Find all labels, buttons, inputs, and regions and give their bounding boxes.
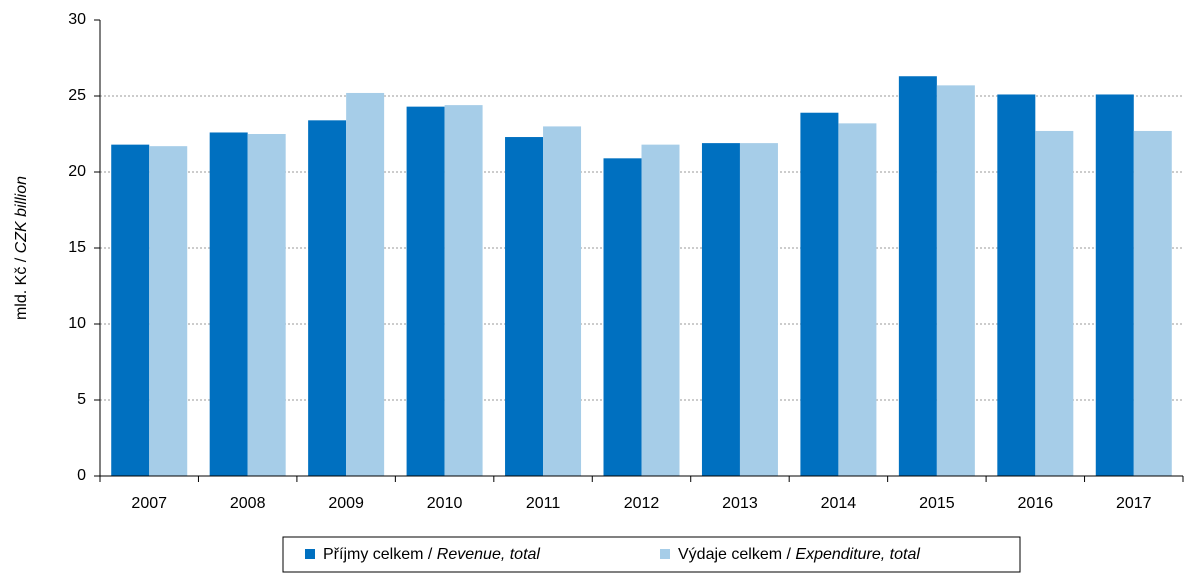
y-tick-label: 0 xyxy=(77,467,86,484)
bar xyxy=(247,134,286,476)
x-tick-label: 2012 xyxy=(624,495,660,512)
bar xyxy=(936,85,975,477)
bar xyxy=(898,76,937,477)
x-tick-label: 2009 xyxy=(328,495,364,512)
bar xyxy=(800,112,839,476)
y-tick-label: 20 xyxy=(68,163,86,180)
y-tick-label: 25 xyxy=(68,87,86,104)
bar xyxy=(346,92,385,477)
bar xyxy=(701,143,740,476)
bar xyxy=(1133,130,1172,476)
bar xyxy=(739,143,778,476)
x-tick-label: 2011 xyxy=(526,495,561,512)
legend-label: Příjmy celkem / Revenue, total xyxy=(323,546,540,563)
y-tick-label: 15 xyxy=(68,239,86,256)
bar xyxy=(997,94,1036,476)
y-tick-label: 5 xyxy=(77,391,86,408)
bar xyxy=(641,144,680,476)
x-tick-label: 2010 xyxy=(427,495,463,512)
legend: Příjmy celkem / Revenue, total Výdaje cel… xyxy=(282,536,1021,573)
x-tick-label: 2008 xyxy=(230,495,266,512)
x-tick-label: 2013 xyxy=(722,495,758,512)
bar xyxy=(838,123,877,477)
bar xyxy=(543,126,582,477)
bar xyxy=(444,105,483,477)
legend-box xyxy=(282,536,1021,573)
bar xyxy=(1035,130,1074,476)
bar xyxy=(149,146,188,476)
bar xyxy=(505,137,544,477)
bar xyxy=(308,120,347,476)
x-tick-label: 2017 xyxy=(1116,495,1152,512)
y-axis-label: mld. Kč / CZK billion xyxy=(13,176,30,320)
x-tick-label: 2015 xyxy=(919,495,955,512)
x-tick-label: 2016 xyxy=(1018,495,1054,512)
bar xyxy=(1095,94,1134,476)
bar xyxy=(603,158,642,476)
legend-swatch xyxy=(305,549,315,559)
legend-label: Výdaje celkem / Expenditure, total xyxy=(678,546,920,563)
y-tick-label: 10 xyxy=(68,315,86,332)
bar xyxy=(406,106,445,476)
x-tick-label: 2007 xyxy=(131,495,167,512)
legend-swatch xyxy=(660,549,670,559)
x-tick-label: 2014 xyxy=(821,495,857,512)
y-tick-label: 30 xyxy=(68,11,86,28)
bar xyxy=(209,132,248,477)
bar xyxy=(111,144,150,476)
